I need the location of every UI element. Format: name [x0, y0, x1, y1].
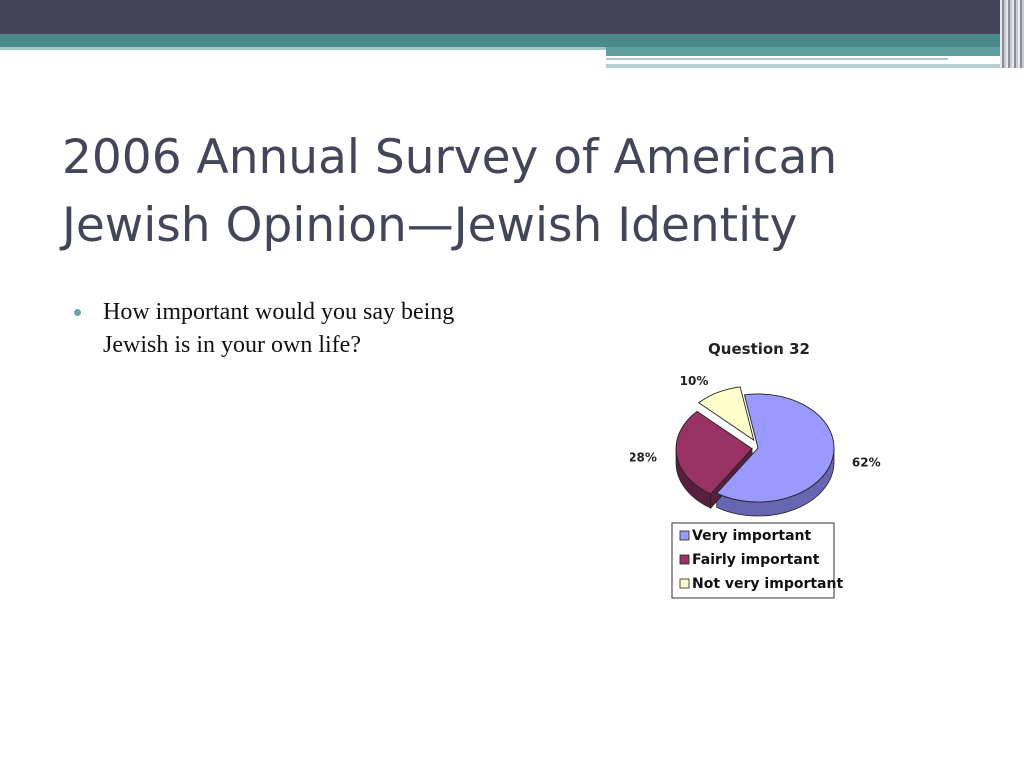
- slide-title: 2006 Annual Survey of American Jewish Op…: [62, 130, 838, 253]
- pie-slice-very-important: [715, 393, 835, 503]
- bullet-list: How important would you say being Jewish…: [74, 296, 494, 362]
- pie-label-fairly-important: 28%: [630, 451, 657, 465]
- legend-swatch-very-important: [679, 530, 690, 541]
- bullet-text: How important would you say being Jewish…: [103, 299, 455, 358]
- header-stripes: [1000, 0, 1024, 68]
- chart-title: Question 32: [708, 340, 810, 358]
- legend-label-fairly-important: Fairly important: [692, 552, 820, 568]
- header-accent-line: [0, 47, 606, 50]
- pie-slice-fairly-important: [675, 410, 753, 495]
- header-accent-band: [0, 34, 1000, 47]
- pie-slices: [675, 386, 835, 503]
- top-banner: [0, 0, 1024, 34]
- legend-box: [671, 522, 835, 599]
- pie-chart: Question 32 62% 28% 10% Very important Fair…: [630, 340, 881, 599]
- header-accent-line: [606, 64, 1000, 68]
- header-accent-line: [606, 58, 948, 60]
- legend-items: Very important Fairly important Not very i…: [679, 528, 843, 592]
- legend-swatch-fairly-important: [679, 554, 690, 565]
- bullet-dot-icon: [74, 309, 81, 316]
- legend: Very important Fairly important Not very i…: [671, 522, 843, 599]
- bullet-item: How important would you say being Jewish…: [74, 296, 494, 362]
- header-accent-step: [606, 47, 1000, 56]
- pie-label-not-very-important: 10%: [680, 374, 709, 388]
- legend-label-very-important: Very important: [692, 528, 812, 544]
- legend-label-not-very-important: Not very important: [692, 576, 843, 592]
- pie-labels: 62% 28% 10%: [630, 374, 881, 469]
- pie-slice-not-very-important: [698, 386, 755, 442]
- pie-label-very-important: 62%: [852, 455, 881, 469]
- legend-swatch-not-very-important: [679, 578, 690, 589]
